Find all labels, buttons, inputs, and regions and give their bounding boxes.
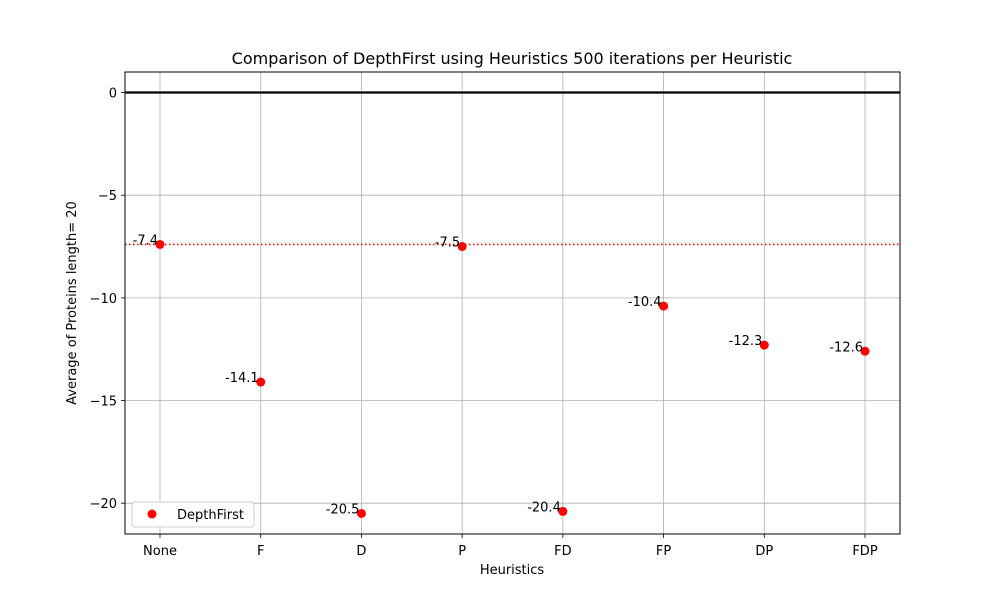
y-axis-label: Average of Proteins length= 20 — [65, 201, 80, 405]
data-point — [860, 346, 870, 356]
data-label: -20.5 — [326, 502, 360, 517]
plot-frame — [124, 71, 901, 535]
x-tick-label: D — [356, 544, 366, 559]
x-axis-label: Heuristics — [480, 563, 545, 578]
data-label: -7.4 — [133, 233, 158, 248]
data-point — [457, 242, 467, 252]
data-point — [659, 301, 669, 311]
data-point — [256, 377, 266, 387]
x-tick-label: None — [143, 544, 177, 559]
grid-layer — [125, 72, 900, 534]
data-point — [759, 340, 769, 350]
data-labels: -7.4 -14.1 -20.5 -7.5 -20.4 -10.4 -12.3 -12.6 — [133, 233, 863, 517]
legend-marker — [147, 509, 157, 519]
y-tick-label: −5 — [98, 189, 117, 204]
data-label: -14.1 — [225, 371, 259, 386]
data-point — [155, 239, 165, 249]
y-tick-label: −20 — [90, 497, 117, 512]
data-label: -10.4 — [628, 295, 662, 310]
chart-title: Comparison of DepthFirst using Heuristic… — [232, 49, 793, 68]
data-points — [155, 239, 870, 518]
legend-label: DepthFirst — [177, 508, 244, 523]
data-label: -12.6 — [829, 340, 863, 355]
x-tick-label: DP — [755, 544, 773, 559]
x-tick-label: FDP — [852, 544, 877, 559]
x-tick-label: F — [257, 544, 264, 559]
data-label: -20.4 — [527, 500, 561, 515]
x-tick-label: P — [458, 544, 466, 559]
data-label: -7.5 — [435, 236, 460, 251]
y-tick-label: −10 — [90, 292, 117, 307]
x-tick-label: FP — [656, 544, 671, 559]
reference-lines — [125, 91, 900, 246]
data-point — [356, 508, 366, 518]
legend: DepthFirst — [131, 501, 255, 528]
y-tick-label: 0 — [109, 87, 117, 102]
legend-box — [131, 501, 255, 528]
data-point — [558, 506, 568, 516]
data-label: -12.3 — [729, 334, 763, 349]
y-tick-label: −15 — [90, 395, 117, 410]
x-tick-label: FD — [554, 544, 572, 559]
